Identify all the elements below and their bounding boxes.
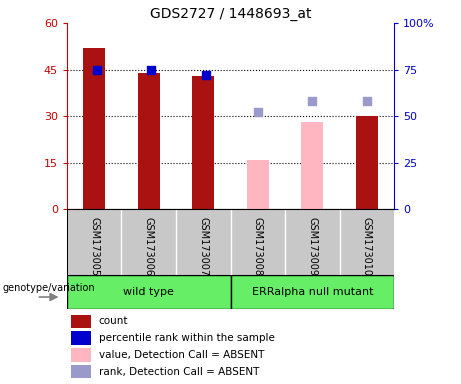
Text: wild type: wild type — [123, 287, 174, 297]
Title: GDS2727 / 1448693_at: GDS2727 / 1448693_at — [150, 7, 311, 21]
Bar — [192, 76, 214, 209]
Bar — [83, 48, 105, 209]
Text: rank, Detection Call = ABSENT: rank, Detection Call = ABSENT — [99, 367, 259, 377]
Text: percentile rank within the sample: percentile rank within the sample — [99, 333, 274, 343]
Point — [363, 98, 371, 104]
Text: ERRalpha null mutant: ERRalpha null mutant — [252, 287, 373, 297]
Text: GSM173008: GSM173008 — [253, 217, 263, 276]
Point — [309, 98, 316, 104]
Point — [254, 109, 261, 116]
Bar — [138, 73, 160, 209]
Text: GSM173005: GSM173005 — [89, 217, 99, 276]
Text: GSM173009: GSM173009 — [307, 217, 317, 276]
Text: genotype/variation: genotype/variation — [2, 283, 95, 293]
Text: GSM173010: GSM173010 — [362, 217, 372, 276]
Bar — [356, 116, 378, 209]
Point — [202, 72, 210, 78]
Point — [148, 66, 155, 73]
Bar — [71, 348, 91, 362]
Bar — [67, 275, 230, 309]
Bar — [247, 160, 269, 209]
Text: GSM173007: GSM173007 — [198, 217, 208, 276]
Bar — [71, 314, 91, 328]
Bar — [301, 122, 323, 209]
Text: GSM173006: GSM173006 — [144, 217, 154, 276]
Text: value, Detection Call = ABSENT: value, Detection Call = ABSENT — [99, 350, 264, 360]
Point — [93, 66, 100, 73]
Text: count: count — [99, 316, 128, 326]
Bar — [230, 275, 394, 309]
Bar — [71, 331, 91, 345]
Bar — [71, 365, 91, 379]
